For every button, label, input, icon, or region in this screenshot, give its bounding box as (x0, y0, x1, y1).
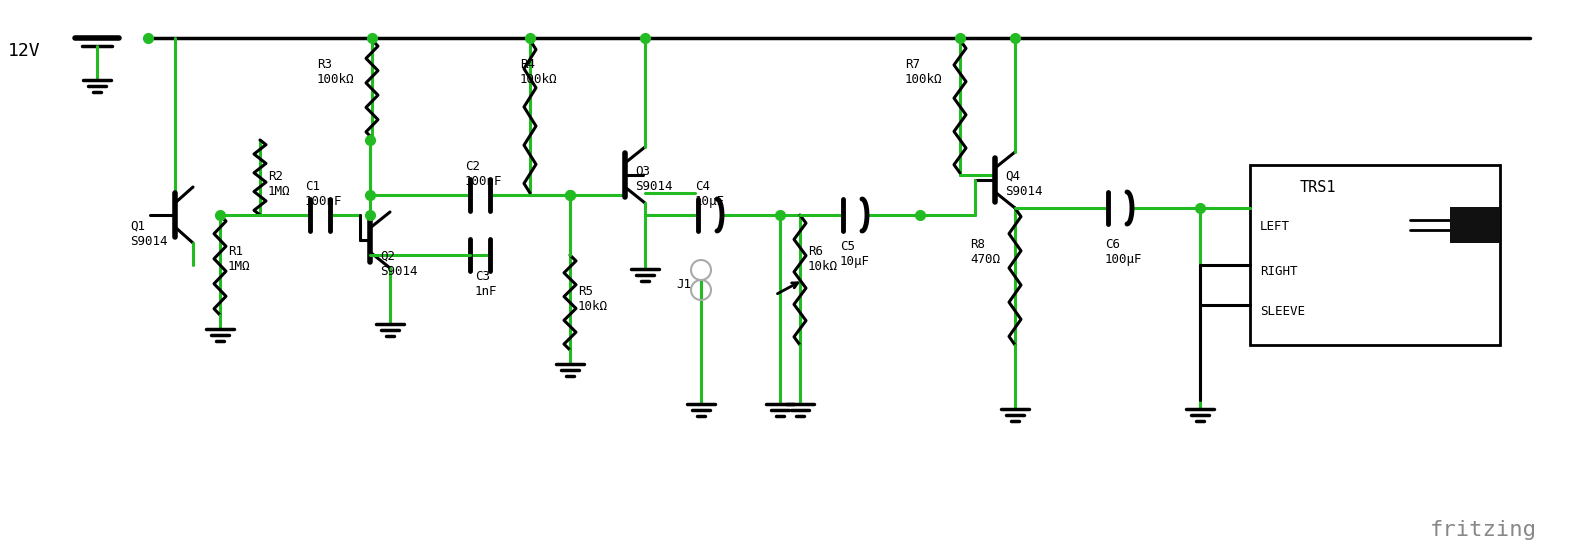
Text: R1
1MΩ: R1 1MΩ (228, 245, 250, 273)
Text: C2
100nF: C2 100nF (465, 160, 503, 188)
Text: R6
10kΩ: R6 10kΩ (808, 245, 838, 273)
Text: C4
10µF: C4 10µF (696, 180, 726, 208)
Text: fritzing: fritzing (1429, 520, 1537, 540)
Text: Q4
S9014: Q4 S9014 (1006, 170, 1042, 198)
Text: Q3
S9014: Q3 S9014 (636, 165, 672, 193)
Text: R3
100kΩ: R3 100kΩ (318, 58, 354, 86)
Text: R5
10kΩ: R5 10kΩ (579, 285, 609, 313)
Text: LEFT: LEFT (1260, 220, 1290, 233)
Text: RIGHT: RIGHT (1260, 265, 1298, 278)
Text: 12V: 12V (8, 42, 41, 60)
Text: R8
470Ω: R8 470Ω (971, 238, 1001, 266)
Bar (1450, 207, 1500, 243)
Text: J1: J1 (677, 278, 691, 291)
Text: C3
1nF: C3 1nF (474, 270, 498, 298)
Text: R7
100kΩ: R7 100kΩ (904, 58, 942, 86)
Text: C1
100nF: C1 100nF (305, 180, 343, 208)
Text: TRS1: TRS1 (1300, 180, 1336, 195)
Text: SLEEVE: SLEEVE (1260, 305, 1304, 318)
Text: Q1
S9014: Q1 S9014 (130, 220, 168, 248)
Text: C6
100µF: C6 100µF (1105, 238, 1143, 266)
Text: R4
100kΩ: R4 100kΩ (520, 58, 558, 86)
Text: R2
1MΩ: R2 1MΩ (269, 170, 291, 198)
Text: Q2
S9014: Q2 S9014 (379, 250, 417, 278)
Text: C5
10µF: C5 10µF (840, 240, 870, 268)
FancyBboxPatch shape (1251, 165, 1500, 345)
